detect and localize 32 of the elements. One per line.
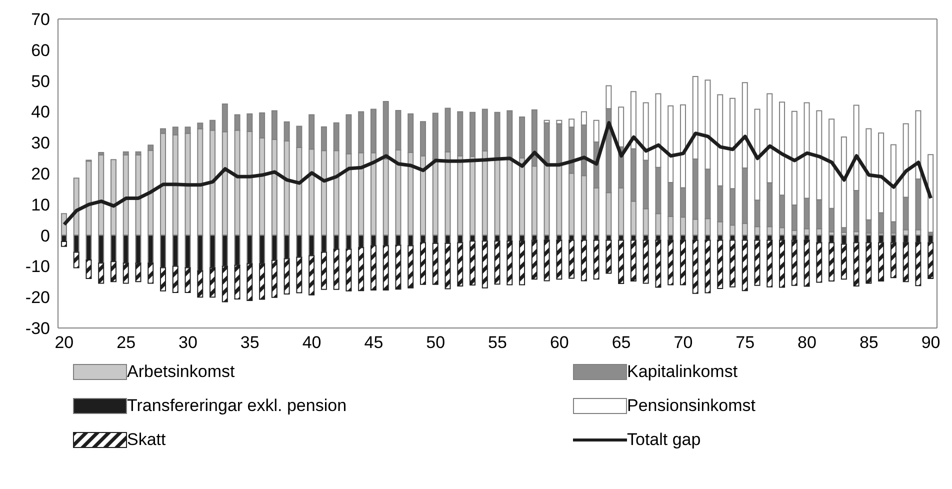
legend-label: Totalt gap: [627, 430, 701, 450]
y-tick-label: 40: [31, 102, 50, 122]
y-tick-label: 70: [31, 10, 50, 30]
legend-label: Arbetsinkomst: [127, 362, 235, 382]
x-tick-label: 60: [550, 333, 569, 352]
y-tick-label: 30: [31, 134, 50, 153]
x-tick-label: 80: [798, 333, 816, 352]
legend-label: Skatt: [127, 430, 166, 450]
x-tick-label: 85: [859, 333, 878, 352]
y-tick-label: 20: [31, 164, 50, 184]
x-tick-label: 75: [736, 333, 755, 352]
y-tick-label: 10: [31, 195, 50, 214]
y-tick-label: 50: [31, 72, 50, 91]
x-tick-label: 35: [240, 333, 260, 352]
legend-label: Kapitalinkomst: [627, 362, 738, 382]
y-tick-label: -20: [25, 288, 50, 308]
x-tick-label: 55: [488, 333, 507, 352]
y-tick-label: -30: [25, 319, 50, 338]
x-tick-label: 45: [364, 333, 384, 352]
x-tick-label: 20: [54, 333, 74, 352]
y-tick-label: -10: [25, 257, 50, 276]
legend-label: Pensionsinkomst: [627, 396, 756, 416]
y-tick-label: 0: [40, 226, 50, 246]
x-tick-label: 40: [302, 333, 322, 352]
x-tick-label: 65: [612, 333, 631, 352]
x-tick-label: 30: [178, 333, 198, 352]
x-tick-label: 90: [921, 333, 940, 352]
x-tick-label: 70: [674, 333, 693, 352]
y-tick-label: 60: [31, 40, 50, 60]
legend-label: Transfereringar exkl. pension: [127, 396, 347, 416]
x-tick-label: 25: [116, 333, 136, 352]
x-tick-label: 50: [426, 333, 446, 352]
